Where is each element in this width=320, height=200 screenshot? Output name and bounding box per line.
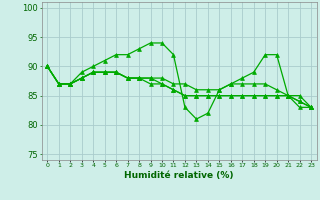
X-axis label: Humidité relative (%): Humidité relative (%) [124, 171, 234, 180]
